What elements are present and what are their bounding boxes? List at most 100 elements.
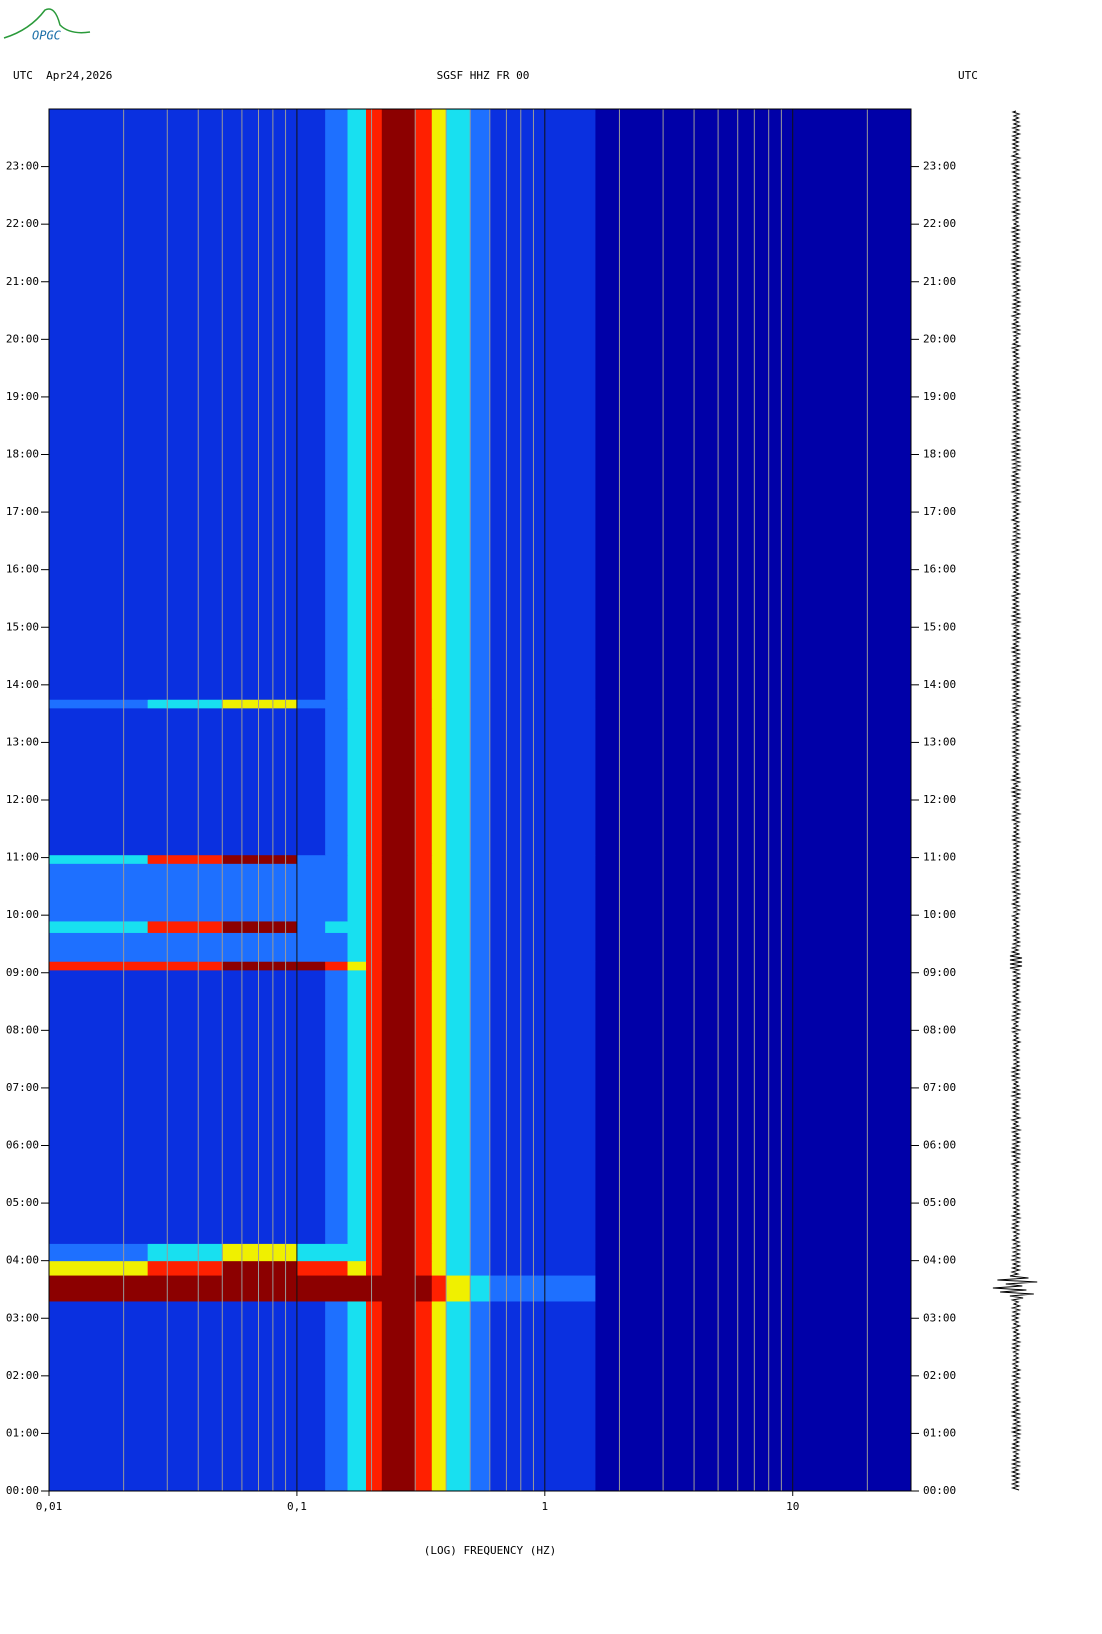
logo-swoosh: [3, 8, 91, 39]
cell: [489, 1300, 596, 1492]
cell: [381, 969, 416, 1244]
cell: [415, 854, 433, 864]
cell: [489, 961, 596, 971]
cell: [147, 1243, 223, 1262]
cell: [446, 707, 471, 856]
cell: [296, 707, 326, 856]
cell: [415, 109, 433, 700]
cell: [489, 707, 596, 856]
chart-title: SGSF HHZ FR 00: [437, 69, 530, 82]
cell: [147, 854, 223, 864]
cell: [446, 920, 471, 933]
cell: [325, 932, 349, 962]
cell: [415, 969, 433, 1244]
y-tick-label: 05:00: [6, 1196, 39, 1209]
cell: [489, 969, 596, 1244]
cell: [470, 1300, 491, 1492]
cell: [381, 961, 416, 971]
y-tick-label: 20:00: [923, 332, 956, 345]
y-tick-label: 16:00: [6, 563, 39, 576]
cell: [49, 854, 149, 864]
cell: [49, 969, 149, 1244]
cell: [325, 1275, 349, 1302]
cell: [296, 1260, 326, 1276]
cell: [470, 1260, 491, 1276]
logo: OPGC: [32, 29, 62, 43]
cell: [222, 969, 298, 1244]
cell: [222, 961, 298, 971]
cell: [446, 863, 471, 922]
cell: [147, 109, 223, 700]
cell: [222, 1243, 298, 1262]
cell: [470, 1243, 491, 1262]
y-tick-label: 15:00: [923, 620, 956, 633]
cell: [366, 1260, 383, 1276]
cell: [446, 961, 471, 971]
y-tick-label: 02:00: [6, 1369, 39, 1382]
heatmap: [49, 109, 912, 1492]
y-tick-label: 00:00: [6, 1484, 39, 1497]
cell: [347, 1275, 367, 1302]
cell: [595, 1300, 912, 1492]
cell: [49, 932, 149, 962]
y-tick-label: 16:00: [923, 563, 956, 576]
cell: [381, 1260, 416, 1276]
y-tick-label: 11:00: [923, 851, 956, 864]
cell: [431, 932, 447, 962]
cell: [595, 961, 912, 971]
cell: [296, 863, 326, 922]
cell: [49, 1300, 149, 1492]
cell: [222, 109, 298, 700]
cell: [147, 961, 223, 971]
y-tick-label: 11:00: [6, 851, 39, 864]
cell: [347, 109, 367, 700]
cell: [431, 969, 447, 1244]
cell: [325, 1243, 349, 1262]
y-tick-label: 07:00: [6, 1081, 39, 1094]
y-tick-label: 06:00: [923, 1139, 956, 1152]
x-tick-label: 0,1: [287, 1500, 307, 1513]
y-tick-label: 01:00: [6, 1426, 39, 1439]
cell: [366, 863, 383, 922]
cell: [296, 1243, 326, 1262]
cell: [296, 932, 326, 962]
y-tick-label: 09:00: [923, 966, 956, 979]
x-axis-label: (LOG) FREQUENCY (HZ): [424, 1544, 556, 1557]
y-tick-label: 15:00: [6, 620, 39, 633]
cell: [381, 1275, 416, 1302]
cell: [381, 863, 416, 922]
cell: [49, 699, 149, 709]
cell: [489, 920, 596, 933]
cell: [49, 109, 149, 700]
seismogram: [992, 110, 1038, 1491]
cell: [446, 854, 471, 864]
cell: [489, 854, 596, 864]
y-tick-label: 17:00: [923, 505, 956, 518]
cell: [366, 961, 383, 971]
cell: [470, 961, 491, 971]
cell: [446, 109, 471, 700]
cell: [431, 863, 447, 922]
cell: [381, 707, 416, 856]
cell: [147, 699, 223, 709]
cell: [446, 1243, 471, 1262]
cell: [489, 1260, 596, 1276]
y-tick-label: 07:00: [923, 1081, 956, 1094]
cell: [446, 969, 471, 1244]
cell: [366, 969, 383, 1244]
y-tick-label: 22:00: [923, 217, 956, 230]
cell: [366, 920, 383, 933]
cell: [366, 699, 383, 709]
cell: [415, 1300, 433, 1492]
cell: [147, 863, 223, 922]
y-tick-label: 12:00: [6, 793, 39, 806]
y-tick-label: 14:00: [6, 678, 39, 691]
y-tick-label: 22:00: [6, 217, 39, 230]
cell: [222, 854, 298, 864]
cell: [222, 920, 298, 933]
x-tick-label: 1: [541, 1500, 548, 1513]
x-tick-label: 0,01: [36, 1500, 63, 1513]
cell: [366, 932, 383, 962]
cell: [147, 920, 223, 933]
cell: [381, 1243, 416, 1262]
